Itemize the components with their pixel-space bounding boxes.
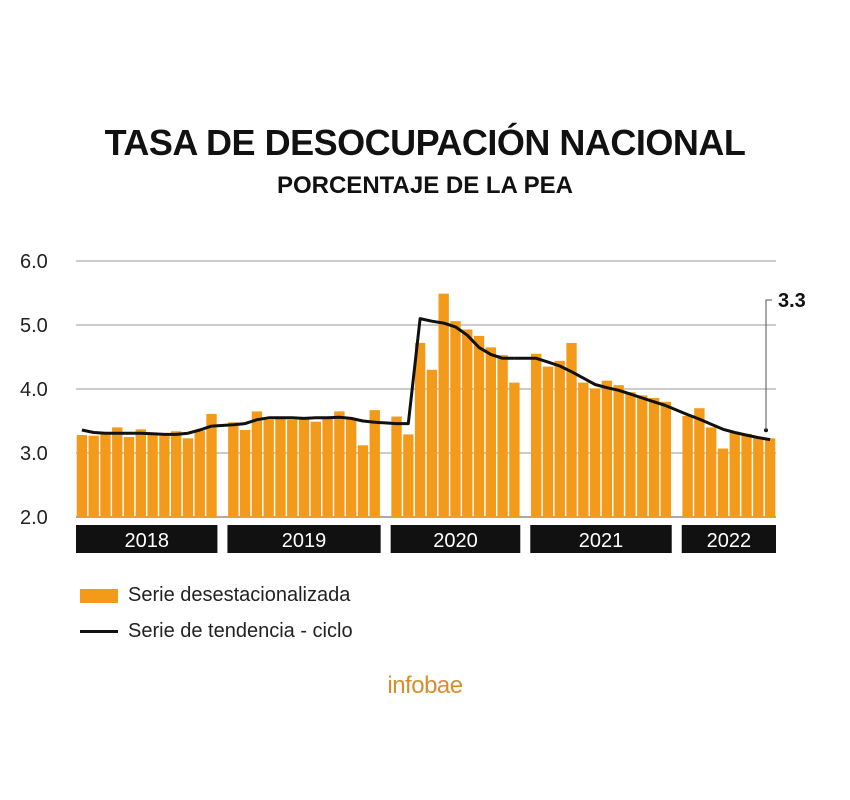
bar-2019-5 [275,419,286,517]
legend-bars-label: Serie desestacionalizada [128,584,351,606]
bar-2019-7 [298,419,310,517]
bar-2021-1 [530,353,542,517]
y-tick-label: 3.0 [20,443,48,465]
year-band-2022 [681,525,776,553]
bar-2021-5 [578,382,589,517]
trend-line-2022 [665,404,771,442]
bar-2019-13 [369,410,380,517]
legend-line-swatch [80,630,118,633]
bar-2021-9 [625,392,636,517]
bar-2019-4 [263,419,274,517]
bar-2019-11 [345,419,357,517]
trend-line-2018 [81,424,212,436]
year-label-2022: 2022 [707,530,752,552]
y-tick-label: 5.0 [20,315,48,337]
y-tick-label: 6.0 [20,251,48,273]
bar-2018-6 [135,429,147,517]
bar-2021-10 [637,395,648,517]
last-value-leader [765,299,772,431]
legend-line-label: Serie de tendencia - ciclo [128,620,353,642]
bar-2019-1 [228,422,239,517]
year-label-2018: 2018 [124,530,169,552]
legend-item-line: Serie de tendencia - ciclo [80,620,353,643]
bar-2020-4 [426,369,438,517]
label-layer: 2.0 3.0 4.0 5.0 6.0 3.3 [20,251,806,529]
bar-2022-4 [717,448,729,517]
bar-2021-12 [660,401,672,517]
bar-layer [76,293,776,517]
last-value-label: 3.3 [778,290,806,312]
chart-title: TASA DE DESOCUPACIÓN NACIONAL [104,122,746,163]
bar-2019-6 [287,419,298,517]
trend-line-2021 [514,356,667,408]
bar-2018-10 [182,438,194,517]
year-label-2021: 2021 [579,530,624,552]
bar-2018-12 [206,413,217,517]
year-label-2019: 2019 [282,530,327,552]
year-band-2020 [390,525,521,553]
bar-2020-7 [462,329,473,517]
bar-2020-9 [485,347,497,517]
bar-2021-3 [554,360,565,517]
bar-2021-8 [613,385,624,517]
bar-2019-8 [310,421,322,517]
y-tick-label: 2.0 [20,507,48,529]
bar-2022-5 [729,431,740,517]
bar-2020-3 [414,342,426,517]
bar-2019-10 [334,411,345,517]
year-band-2018 [76,525,218,553]
bar-2020-10 [497,355,508,517]
trend-line-layer [81,317,771,442]
bar-2018-2 [88,435,99,517]
bar-2022-8 [764,438,776,517]
bar-2022-6 [741,433,752,517]
trend-line-2020 [374,317,515,426]
bar-2020-2 [403,434,414,517]
bar-2018-9 [170,431,182,517]
bar-2020-8 [473,335,485,517]
bar-2018-3 [100,433,111,517]
bar-2021-6 [589,388,601,517]
bar-2018-1 [76,435,88,517]
year-band-2021 [530,525,672,553]
bar-2019-3 [251,411,263,517]
legend-item-bars: Serie desestacionalizada [80,584,350,607]
y-tick-label: 4.0 [20,379,48,401]
bar-2021-2 [542,366,554,517]
bar-2022-3 [705,427,717,517]
bar-2019-12 [357,445,369,517]
bar-2019-9 [322,417,333,517]
bar-2018-5 [123,437,135,517]
year-label-2020: 2020 [433,530,478,552]
bar-2022-1 [682,415,693,517]
year-band-layer: 2018 2019 2020 2021 2022 [76,525,776,553]
bar-2019-2 [239,429,251,517]
chart-subtitle: PORCENTAJE DE LA PEA [276,172,574,199]
legend-bar-swatch [80,588,118,603]
bar-2020-6 [450,321,461,517]
bar-2022-2 [694,408,705,517]
bar-2018-8 [159,435,170,517]
brand-logo: infobae [387,672,463,699]
bar-2022-7 [753,438,764,517]
bar-2020-1 [391,416,402,517]
bar-2021-4 [566,342,577,517]
bar-2021-11 [648,397,660,517]
year-band-2019 [227,525,381,553]
bar-2018-7 [147,432,158,517]
bar-2021-7 [601,380,613,517]
bar-2020-5 [438,293,449,517]
bar-2018-11 [194,430,205,517]
bar-2018-4 [112,427,123,517]
bar-2020-11 [509,382,520,517]
trend-line-2019 [211,415,375,428]
